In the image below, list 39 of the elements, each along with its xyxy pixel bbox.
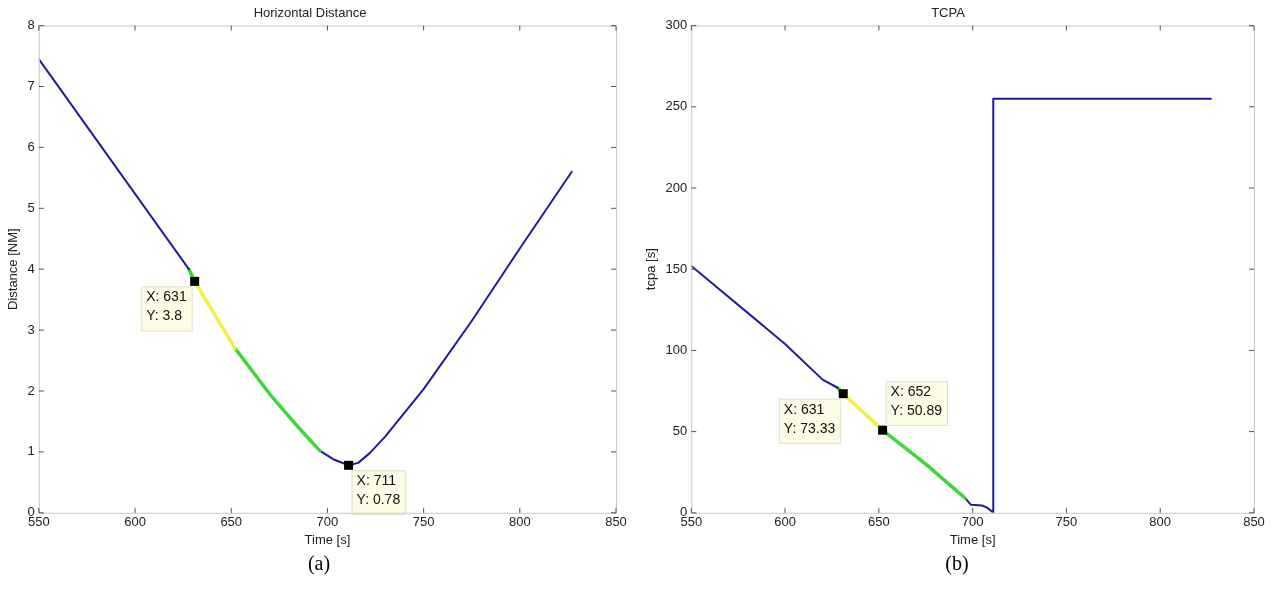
x-tick-label: 750 <box>1055 514 1078 530</box>
x-axis-title: Time [s] <box>949 531 996 547</box>
x-tick-label: 600 <box>124 514 146 530</box>
y-tick-label: 250 <box>665 98 688 114</box>
y-tick-label: 1 <box>27 443 35 459</box>
x-tick-label: 800 <box>508 514 531 530</box>
x-tick-label: 850 <box>1243 514 1265 530</box>
x-tick-label: 750 <box>412 514 435 530</box>
text: (a) <box>306 551 332 577</box>
y-tick-label: 6 <box>27 138 35 154</box>
annotation: X: 711 Y: 0.78 <box>356 472 401 508</box>
text: (b) <box>944 551 970 576</box>
x-axis-title: Time [s] <box>304 531 351 547</box>
y-tick-label: 2 <box>27 382 35 398</box>
y-tick-label: 200 <box>665 179 688 195</box>
y-tick-label: 8 <box>27 17 35 33</box>
y-tick-label: 4 <box>27 260 35 276</box>
y-tick-label: 150 <box>665 260 688 276</box>
y-tick-label: 100 <box>665 341 688 357</box>
y-tick-label: 7 <box>27 78 35 94</box>
annotation: X: 652 Y: 50.89 <box>890 383 943 419</box>
y-tick-label: 0 <box>27 504 35 520</box>
chart-title: TCPA <box>931 5 966 21</box>
annotation: X: 631 Y: 3.8 <box>146 288 187 324</box>
chart-title: Horizontal Distance <box>253 5 367 21</box>
y-axis-title: tcpa [s] <box>643 248 659 291</box>
x-tick-label: 600 <box>774 514 796 530</box>
x-tick-label: 650 <box>220 514 243 530</box>
x-tick-label: 700 <box>961 514 984 530</box>
x-tick-label: 850 <box>605 514 627 530</box>
y-tick-label: 5 <box>27 199 35 215</box>
x-tick-label: 800 <box>1149 514 1172 530</box>
annotation: X: 631 Y: 73.33 <box>783 400 836 436</box>
y-tick-label: 50 <box>672 423 688 439</box>
y-tick-label: 300 <box>665 17 688 33</box>
x-tick-label: 700 <box>316 514 339 530</box>
y-tick-label: 3 <box>27 321 35 337</box>
x-tick-label: 650 <box>868 514 890 530</box>
y-axis-title: Distance [NM] <box>5 228 21 311</box>
